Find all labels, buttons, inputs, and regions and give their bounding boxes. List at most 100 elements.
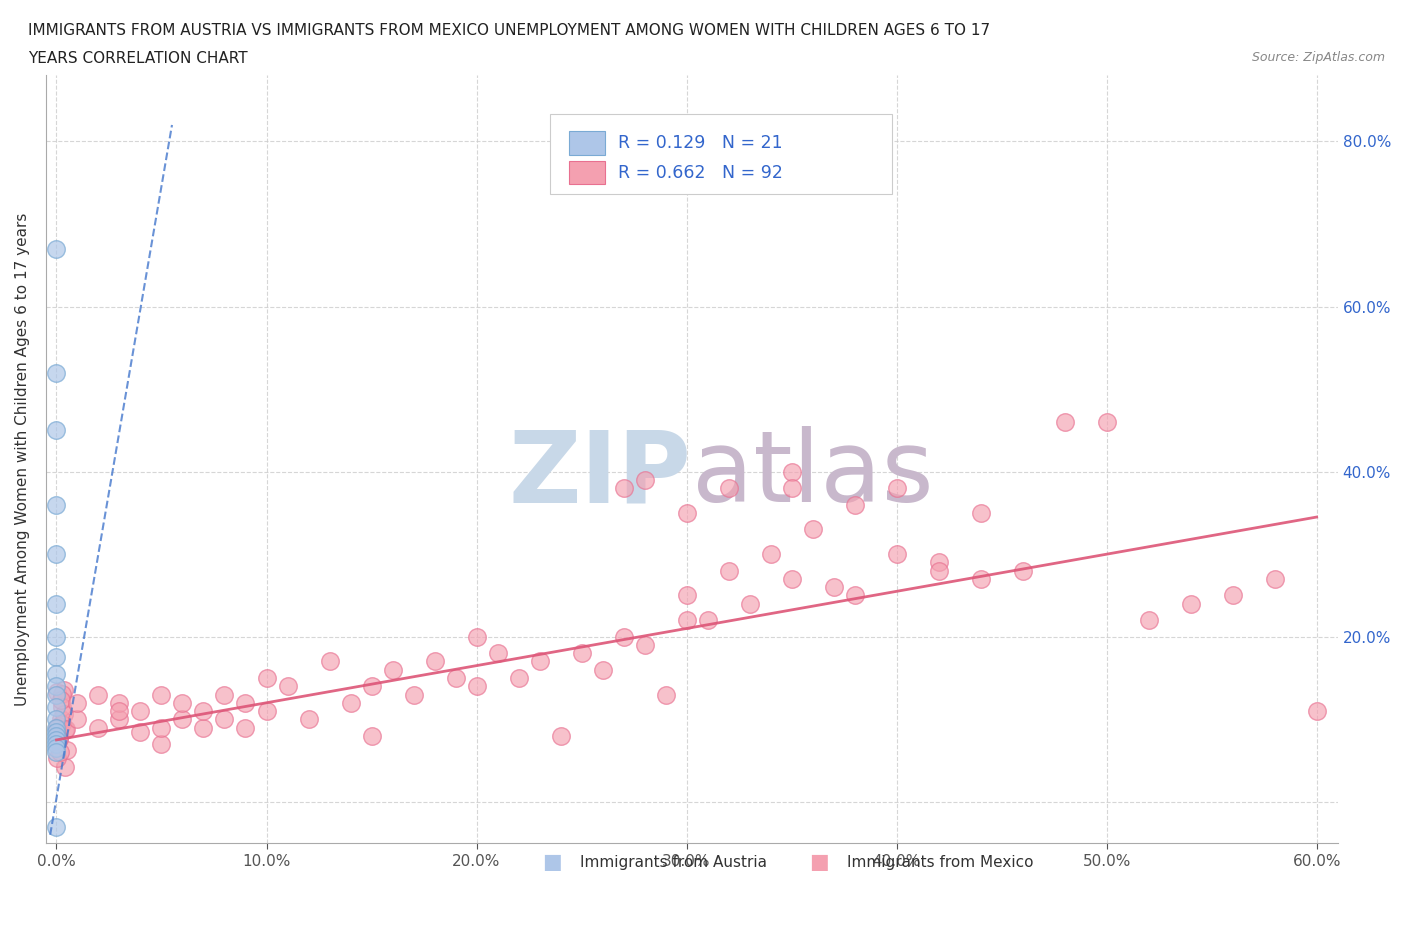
Point [46, 751, 69, 765]
Point [529, 654, 551, 669]
Point [823, 579, 845, 594]
Point [45, 699, 67, 714]
Point [214, 687, 236, 702]
Point [444, 671, 467, 685]
Point [1095, 415, 1118, 430]
Point [45, 737, 67, 751]
Point [675, 588, 697, 603]
Text: ■: ■ [541, 852, 562, 872]
Point [1264, 572, 1286, 587]
Point [780, 464, 803, 479]
Point [45, 242, 67, 257]
Point [49, 744, 72, 759]
Text: Source: ZipAtlas.com: Source: ZipAtlas.com [1251, 51, 1385, 64]
Point [108, 711, 131, 726]
Point [844, 498, 866, 512]
Point [633, 638, 655, 653]
Point [193, 704, 215, 719]
Point [51, 716, 73, 731]
Text: IMMIGRANTS FROM AUSTRIA VS IMMIGRANTS FROM MEXICO UNEMPLOYMENT AMONG WOMEN WITH : IMMIGRANTS FROM AUSTRIA VS IMMIGRANTS FR… [28, 23, 990, 38]
Point [46, 684, 69, 699]
Point [402, 687, 425, 702]
Point [53, 723, 76, 737]
Point [48, 731, 70, 746]
Point [87, 687, 110, 702]
Point [66, 711, 89, 726]
Text: YEARS CORRELATION CHART: YEARS CORRELATION CHART [28, 51, 247, 66]
Point [49, 711, 72, 726]
Point [108, 704, 131, 719]
Point [1053, 415, 1076, 430]
Point [45, 687, 67, 702]
Point [45, 498, 67, 512]
Point [297, 711, 319, 726]
Point [780, 572, 803, 587]
Point [150, 737, 173, 751]
Point [55, 742, 77, 757]
Point [45, 724, 67, 739]
Point [150, 720, 173, 735]
Point [360, 679, 382, 694]
Point [48, 731, 70, 746]
Point [45, 365, 67, 380]
Point [465, 630, 488, 644]
Point [886, 481, 908, 496]
Point [969, 506, 991, 521]
Point [256, 704, 278, 719]
Text: R = 0.662   N = 92: R = 0.662 N = 92 [619, 164, 783, 182]
Point [928, 555, 950, 570]
Point [844, 588, 866, 603]
Bar [569, 131, 605, 154]
Point [45, 733, 67, 748]
Point [45, 819, 67, 834]
Point [571, 645, 593, 660]
Point [45, 728, 67, 743]
Text: Immigrants from Mexico: Immigrants from Mexico [846, 855, 1033, 870]
Point [969, 572, 991, 587]
Point [45, 423, 67, 438]
Point [612, 481, 634, 496]
Point [759, 547, 782, 562]
Point [928, 564, 950, 578]
Point [46, 721, 69, 736]
Point [53, 759, 76, 774]
Point [129, 704, 152, 719]
Point [87, 720, 110, 735]
Point [45, 720, 67, 735]
Point [193, 720, 215, 735]
Text: ZIP: ZIP [509, 426, 692, 523]
Point [738, 596, 761, 611]
Point [235, 720, 257, 735]
Point [53, 683, 76, 698]
Point [717, 481, 740, 496]
Point [423, 654, 446, 669]
Text: Immigrants from Austria: Immigrants from Austria [581, 855, 768, 870]
Point [108, 696, 131, 711]
Point [214, 711, 236, 726]
Point [129, 724, 152, 739]
Point [45, 679, 67, 694]
Point [52, 706, 75, 721]
Point [45, 745, 67, 760]
Point [1137, 613, 1160, 628]
Point [550, 728, 572, 743]
Point [55, 722, 77, 737]
Point [696, 613, 718, 628]
Point [465, 679, 488, 694]
Point [508, 671, 530, 685]
Point [1305, 704, 1327, 719]
Point [276, 679, 298, 694]
Point [1011, 564, 1033, 578]
Point [633, 472, 655, 487]
Point [51, 692, 73, 707]
Point [318, 654, 340, 669]
Point [172, 696, 194, 711]
Point [45, 650, 67, 665]
Point [45, 667, 67, 682]
Point [675, 506, 697, 521]
Point [801, 522, 824, 537]
Point [150, 687, 173, 702]
Text: atlas: atlas [692, 426, 934, 523]
Point [51, 686, 73, 701]
Point [45, 596, 67, 611]
